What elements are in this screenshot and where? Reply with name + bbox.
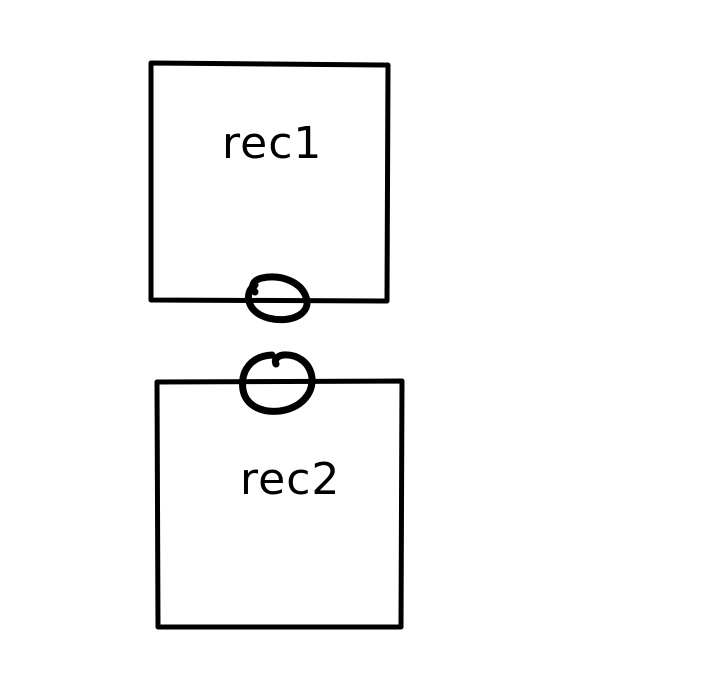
rec1-node[interactable]: rec1	[148, 60, 391, 304]
rec2-node[interactable]: rec2	[154, 378, 405, 630]
rec1-bottom-port[interactable]	[245, 273, 311, 324]
rec2-top-port[interactable]	[239, 351, 316, 415]
rec1-border	[148, 60, 391, 304]
rec1-label: rec1	[222, 118, 322, 169]
rec2-label: rec2	[240, 454, 340, 505]
port-circle	[245, 273, 311, 324]
port-circle	[239, 351, 316, 415]
rec2-border	[154, 378, 405, 630]
